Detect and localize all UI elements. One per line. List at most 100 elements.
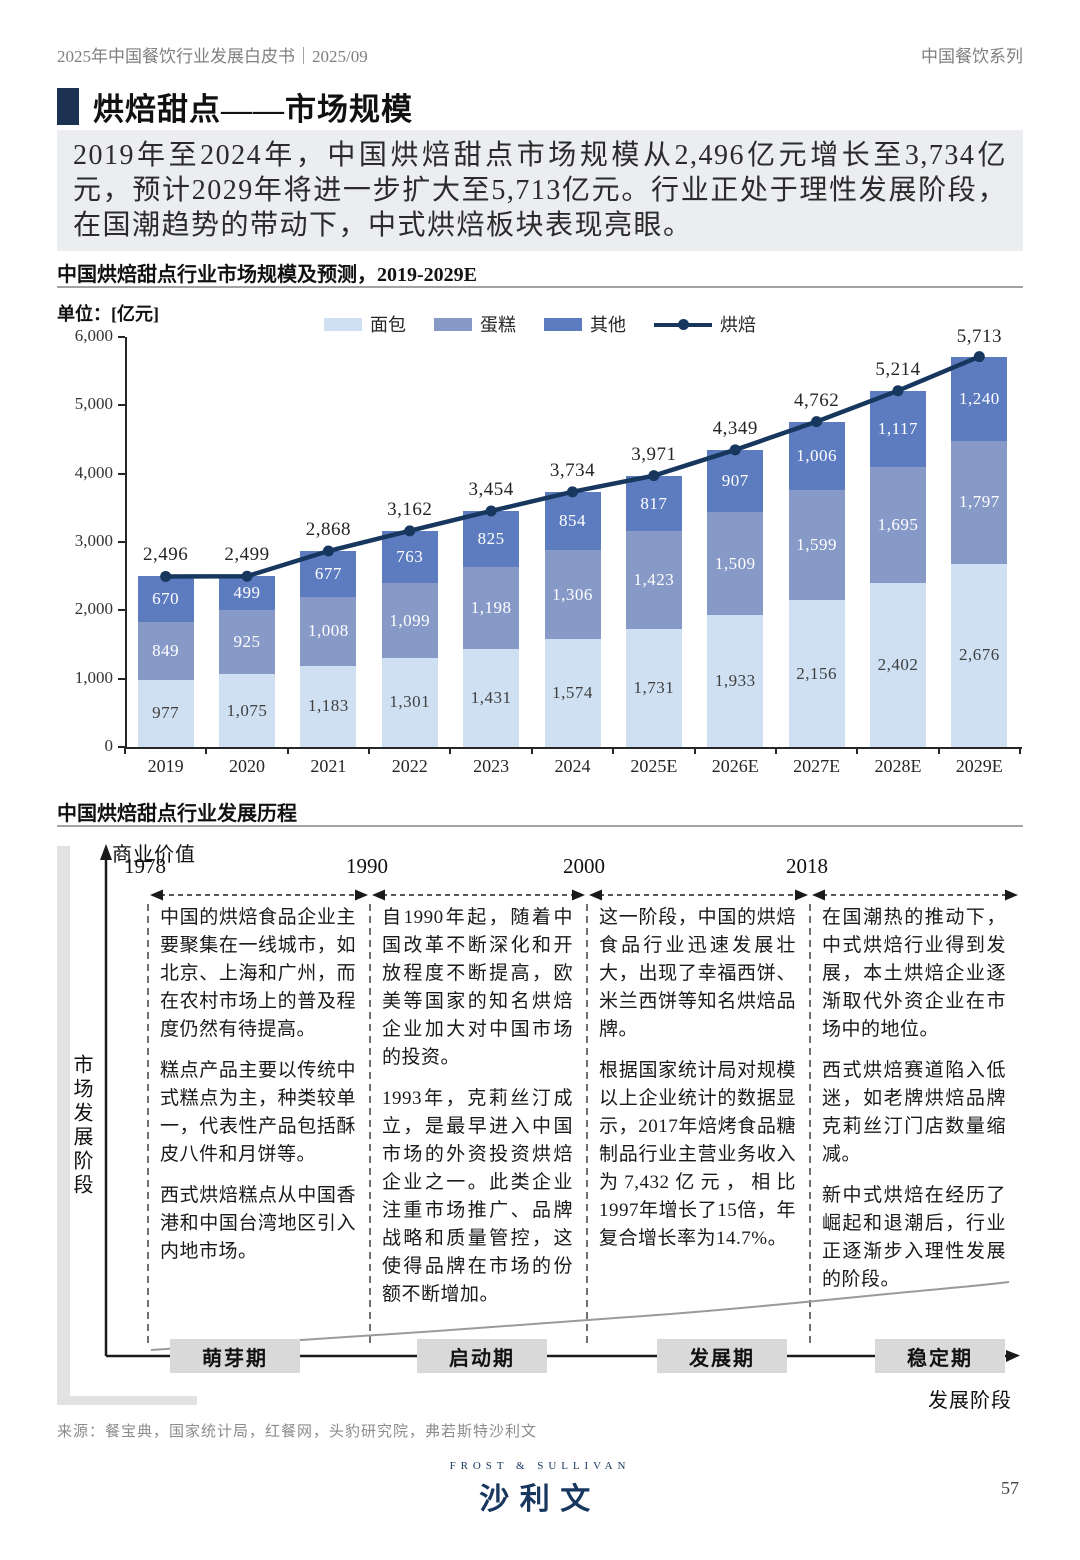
bar-value-label: 817 — [640, 493, 668, 513]
legend-item-cake: 蛋糕 — [434, 311, 516, 337]
timeline-paragraph: 糕点产品主要以传统中式糕点为主，种类较单一，代表性产品包括酥皮八件和月饼等。 — [160, 1060, 356, 1165]
timeline-paragraph: 这一阶段，中国的烘焙食品行业迅速发展壮大，出现了幸福西饼、米兰西饼等知名烘焙品牌… — [599, 907, 796, 1040]
y-tick-label: 3,000 — [74, 531, 113, 550]
series-label: 中国餐饮系列 — [921, 47, 1023, 66]
bar-segment: 907 — [707, 449, 764, 512]
timeline-paragraph: 根据国家统计局对规模以上企业统计的数据显示，2017年焙烤食品糖制品行业主营业务… — [599, 1060, 796, 1249]
y-tick-mark — [118, 472, 125, 475]
bar-segment: 977 — [137, 680, 194, 747]
x-tick-mark — [449, 747, 452, 754]
source-note: 来源：餐宝典，国家统计局，红餐网，头豹研究院，弗若斯特沙利文 — [57, 1424, 538, 1440]
chart-y-axis — [125, 337, 127, 749]
bar-total-label: 3,971 — [631, 443, 677, 465]
bar-total-label: 3,162 — [387, 498, 433, 520]
bar-value-label: 499 — [233, 583, 261, 603]
bar-segment: 825 — [463, 510, 520, 568]
report-title-header: 2025年中国餐饮行业发展白皮书｜2025/09 — [57, 47, 368, 66]
bar-segment: 1,423 — [625, 531, 682, 629]
chart-legend: 面包 蛋糕 其他 烘焙 — [57, 311, 1023, 337]
bar-segment: 1,240 — [951, 356, 1008, 442]
x-category-label: 2022 — [391, 756, 428, 776]
history-section-title: 中国烘焙甜点行业发展历程 — [57, 803, 297, 825]
decor-stripe-vertical — [57, 846, 70, 1396]
legend-item-baking-line: 烘焙 — [654, 311, 756, 337]
cake-swatch-icon — [434, 317, 472, 331]
x-tick-mark — [1019, 747, 1021, 754]
x-category-label: 2024 — [554, 756, 591, 776]
bar-segment: 1,301 — [381, 658, 438, 747]
bar-segment: 1,797 — [951, 441, 1008, 565]
bar-total-label: 5,214 — [875, 358, 921, 380]
x-tick-mark — [368, 747, 371, 754]
y-tick-mark — [118, 541, 125, 543]
section-heading: 烘焙甜点——市场规模 — [57, 84, 413, 129]
page-number: 57 — [1001, 1478, 1019, 1498]
decor-stripe-horizontal — [57, 1396, 197, 1405]
summary-callout: 2019年至2024年，中国烘焙甜点市场规模从2,496亿元增长至3,734亿元… — [57, 130, 1023, 251]
x-tick-mark — [856, 747, 859, 754]
legend-item-bread: 面包 — [324, 311, 406, 337]
timeline-paragraph: 1993年，克莉丝汀成立，是最早进入中国市场的外资投资烘焙企业之一。此类企业注重… — [382, 1088, 573, 1305]
bar-value-label: 1,933 — [714, 670, 756, 690]
y-tick-label: 4,000 — [74, 462, 113, 482]
bar-value-label: 1,240 — [958, 388, 1000, 408]
chart-section-title: 中国烘焙甜点行业市场规模及预测，2019-2029E — [57, 264, 477, 286]
x-category-label: 2029E — [955, 756, 1003, 776]
y-tick-mark — [118, 609, 125, 612]
bar-value-label: 925 — [233, 632, 261, 652]
x-tick-mark — [530, 747, 533, 754]
legend-item-other: 其他 — [544, 311, 626, 337]
bar-total-label: 2,496 — [143, 544, 189, 566]
x-category-label: 2028E — [874, 756, 922, 776]
page-header: 2025年中国餐饮行业发展白皮书｜2025/09 中国餐饮系列 — [57, 42, 1023, 67]
bar-value-label: 677 — [314, 564, 342, 584]
y-tick-label: 2,000 — [74, 599, 113, 619]
bar-segment: 670 — [137, 576, 194, 623]
x-category-label: 2021 — [310, 756, 347, 776]
bar-value-label: 1,008 — [308, 621, 349, 641]
line-marker-icon — [654, 318, 712, 331]
bar-value-label: 1,301 — [389, 692, 431, 712]
bar-segment: 1,117 — [869, 390, 926, 468]
x-category-label: 2025E — [630, 756, 678, 776]
bar-segment: 763 — [381, 530, 438, 583]
bar-value-label: 1,731 — [633, 677, 675, 697]
timeline-period-text: 中国的烘焙食品企业主要聚集在一线城市，如北京、上海和广州，而在农村市场上的普及程… — [160, 904, 356, 1279]
stage-badge: 启动期 — [417, 1339, 547, 1373]
timeline-paragraph: 西式烘焙赛道陷入低迷，如老牌烘焙品牌克莉丝汀门店数量缩减。 — [822, 1060, 1006, 1165]
x-tick-mark — [774, 747, 777, 754]
bar-value-label: 1,099 — [389, 611, 431, 630]
bar-value-label: 763 — [396, 546, 424, 566]
bar-value-label: 1,509 — [714, 553, 756, 573]
bar-value-label: 1,797 — [958, 492, 1000, 512]
bar-value-label: 1,431 — [470, 688, 512, 708]
bar-segment: 1,574 — [544, 639, 601, 747]
bar-value-label: 1,183 — [308, 696, 349, 716]
bar-segment: 1,008 — [300, 597, 357, 667]
bar-segment: 817 — [625, 475, 682, 532]
bar-segment: 1,599 — [788, 490, 845, 600]
timeline-year: 2018 — [786, 854, 828, 878]
bar-value-label: 977 — [152, 703, 180, 723]
stage-badge: 稳定期 — [875, 1339, 1005, 1373]
y-tick-label: 0 — [104, 736, 114, 755]
timeline-period-text: 这一阶段，中国的烘焙食品行业迅速发展壮大，出现了幸福西饼、米兰西饼等知名烘焙品牌… — [599, 904, 796, 1266]
x-tick-mark — [124, 747, 126, 754]
stage-badge: 萌芽期 — [170, 1339, 300, 1373]
bar-value-label: 849 — [152, 641, 180, 661]
bar-total-label: 2,868 — [305, 519, 352, 541]
timeline-year: 1978 — [124, 854, 166, 878]
timeline-paragraph: 新中式烘焙在经历了崛起和退潮后，行业正逐渐步入理性发展的阶段。 — [822, 1185, 1006, 1290]
y-tick-mark — [118, 746, 125, 748]
page-title: 烘焙甜点——市场规模 — [93, 92, 413, 127]
y-tick-label: 5,000 — [74, 394, 113, 414]
x-tick-mark — [205, 747, 208, 754]
y-tick-label: 1,000 — [74, 667, 113, 687]
timeline-paragraph: 中国的烘焙食品企业主要聚集在一线城市，如北京、上海和广州，而在农村市场上的普及程… — [160, 907, 356, 1040]
x-category-label: 2026E — [711, 756, 759, 776]
legend-label: 其他 — [590, 315, 626, 335]
bar-value-label: 1,075 — [226, 700, 268, 720]
bar-segment: 1,099 — [381, 583, 438, 659]
side-axis-title: 市场发展阶段 — [70, 1054, 92, 1198]
